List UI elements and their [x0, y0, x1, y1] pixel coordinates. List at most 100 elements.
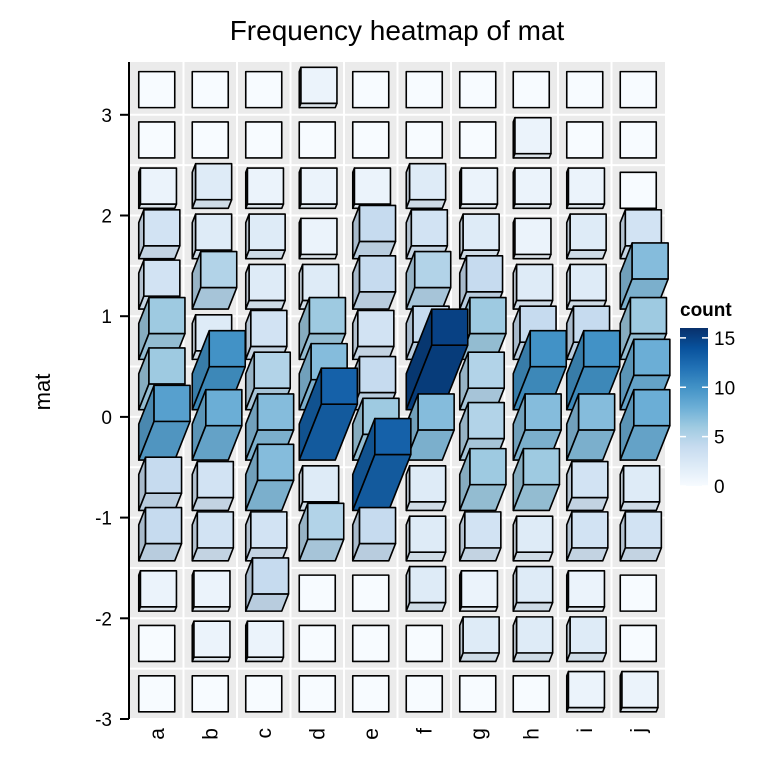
x-axis-ticks: a b c d e f g h i j: [146, 728, 651, 740]
heatmap-cell-h-2.75: [512, 116, 552, 159]
heatmap-cell-b-2.75: [191, 121, 230, 159]
heatmap-cell-i-2.75: [565, 121, 604, 159]
heatmap-cell-a-2.25: [137, 167, 178, 210]
heatmap-cell-j-2.75: [619, 121, 658, 159]
box-top-face: [351, 574, 390, 612]
box-top-face: [256, 443, 295, 482]
heatmap-cell-c-3.25: [244, 70, 283, 109]
heatmap-cell-d-1.75: [298, 217, 338, 260]
box-top-face: [248, 213, 286, 251]
heatmap-cell-a-3.25: [137, 70, 176, 109]
box-top-face: [308, 296, 347, 335]
heatmap-cell-h-1.25: [512, 263, 554, 310]
heatmap-cell-a--2.25: [137, 624, 176, 663]
box-top-face: [137, 121, 176, 159]
box-top-face: [300, 167, 338, 205]
box-bottom-face: [191, 547, 235, 562]
box-top-face: [193, 570, 231, 608]
x-tick-label: a: [146, 728, 169, 740]
heatmap-cell-f-2.25: [405, 162, 447, 210]
heatmap-cell-a--2.75: [137, 675, 176, 713]
box-top-face: [191, 675, 230, 713]
y-tick-label: -3: [95, 710, 112, 731]
box-top-face: [300, 217, 338, 256]
box-top-face: [462, 616, 500, 654]
box-top-face: [408, 465, 447, 503]
box-bottom-face: [512, 551, 554, 562]
heatmap-cell-a--1.75: [137, 570, 178, 612]
boxes-layer: [137, 66, 671, 713]
box-top-face: [244, 675, 283, 713]
box-top-face: [522, 447, 561, 486]
box-top-face: [467, 401, 506, 440]
box-top-face: [405, 675, 444, 713]
box-top-face: [577, 393, 616, 431]
heatmap-cell-e-0.75: [351, 309, 395, 361]
box-top-face: [358, 255, 397, 293]
box-top-face: [567, 670, 606, 709]
heatmap-cell-b-1.25: [191, 250, 238, 310]
heatmap-cell-c-1.75: [244, 213, 286, 260]
box-top-face: [408, 565, 447, 604]
box-top-face: [515, 565, 554, 604]
heatmap-cell-j-3.25: [619, 70, 658, 109]
box-top-face: [139, 570, 178, 608]
heatmap-cell-b--0.25: [191, 388, 243, 461]
box-bottom-face: [565, 496, 609, 512]
y-tick-label: -1: [95, 509, 112, 530]
box-top-face: [353, 167, 392, 205]
box-bottom-face: [405, 601, 447, 612]
heatmap-cell-g-1.75: [458, 213, 500, 260]
heatmap-cell-f--2.25: [405, 624, 444, 663]
box-top-face: [619, 70, 658, 109]
heatmap-cell-j--2.25: [619, 624, 658, 663]
box-bottom-face: [458, 547, 502, 562]
heatmap-cell-d--2.75: [298, 675, 337, 713]
heatmap-cell-j--0.25: [619, 388, 671, 461]
box-top-face: [624, 511, 663, 549]
heatmap-cell-d--2.25: [298, 624, 337, 663]
box-bottom-face: [137, 542, 183, 562]
box-top-face: [301, 465, 340, 503]
heatmap-cell-e-2.25: [351, 167, 392, 210]
heatmap-cell-d-2.25: [298, 167, 338, 210]
heatmap-cell-d-2.75: [298, 121, 337, 159]
box-top-face: [460, 167, 499, 205]
heatmap-cell-f--2.75: [405, 675, 444, 713]
box-top-face: [137, 624, 176, 663]
box-top-face: [458, 70, 497, 109]
heatmap-cell-d--1.75: [298, 574, 337, 612]
box-bottom-face: [565, 547, 609, 562]
legend-title: count: [680, 300, 732, 321]
heatmap-cell-c--2.25: [244, 620, 285, 663]
box-top-face: [467, 351, 506, 390]
heatmap-cell-c-2.25: [244, 167, 285, 210]
x-tick-label: g: [467, 728, 490, 740]
chart-title: Frequency heatmap of mat: [230, 15, 565, 46]
box-top-face: [408, 515, 447, 553]
heatmap-cell-j--1.75: [619, 574, 658, 612]
heatmap-cell-h-3.25: [512, 70, 551, 109]
box-bottom-face: [244, 249, 286, 260]
box-top-face: [191, 70, 230, 109]
box-bottom-face: [191, 286, 238, 310]
heatmap-cell-e--1.25: [351, 506, 397, 562]
box-top-face: [244, 121, 283, 159]
box-top-face: [621, 670, 659, 709]
heatmap-cell-i--2.75: [565, 670, 606, 713]
box-top-face: [256, 393, 295, 431]
box-top-face: [199, 250, 238, 289]
heatmap-cell-g-0.25: [458, 351, 506, 411]
box-top-face: [300, 66, 338, 105]
box-top-face: [413, 250, 452, 289]
box-top-face: [351, 675, 390, 713]
heatmap-cell-c--1.75: [244, 557, 290, 612]
heatmap-cell-g--1.75: [458, 570, 499, 612]
box-top-face: [246, 620, 285, 658]
heatmap-cell-b--1.75: [191, 570, 231, 612]
box-top-face: [301, 263, 340, 302]
heatmap-cell-b--0.75: [191, 460, 235, 512]
heatmap-cell-i--0.75: [565, 460, 609, 512]
heatmap-cell-i-2.25: [565, 167, 606, 210]
box-top-face: [622, 465, 661, 503]
